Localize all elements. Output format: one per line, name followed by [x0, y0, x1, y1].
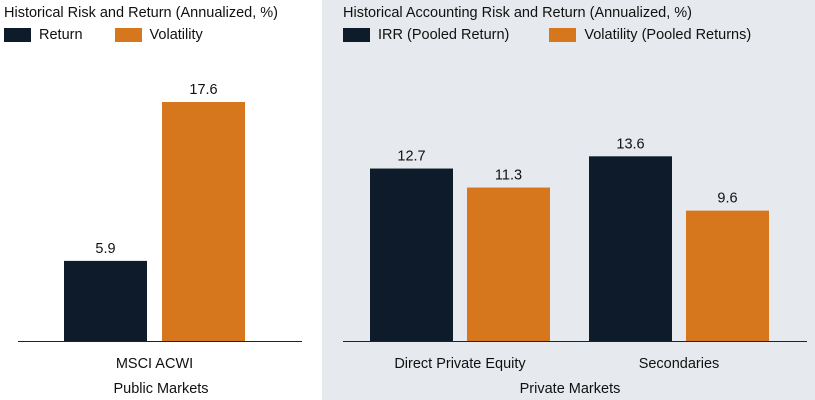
group-label: Public Markets: [113, 381, 208, 397]
legend-item-irr: IRR (Pooled Return): [343, 27, 509, 43]
bar: [64, 260, 147, 341]
legend-label-volatility: Volatility (Pooled Returns): [584, 27, 752, 43]
legend-swatch-volatility: [549, 28, 577, 42]
bar: [162, 102, 245, 341]
legend-item-volatility: Volatility: [114, 27, 203, 43]
legend-item-volatility: Volatility (Pooled Returns): [549, 27, 751, 43]
bar: [467, 187, 550, 341]
category-label: Direct Private Equity: [394, 356, 526, 372]
data-label: 9.6: [717, 191, 737, 207]
legend-item-return: Return: [4, 27, 83, 43]
legend: IRR (Pooled Return) Volatility (Pooled R…: [343, 27, 751, 43]
legend-swatch-volatility: [114, 28, 142, 42]
group-label: Private Markets: [520, 381, 621, 397]
private-markets-plot: 12.7 11.3 Direct Private Equity 13.6 9.6 Seco…: [343, 136, 807, 397]
data-label: 11.3: [495, 168, 522, 184]
chart-title: Historical Risk and Return (Annualized, …: [4, 5, 278, 21]
public-markets-panel: Historical Risk and Return (Annualized, …: [0, 0, 322, 400]
legend-swatch-irr: [343, 28, 370, 42]
data-label: 12.7: [397, 149, 425, 165]
data-label: 5.9: [95, 241, 115, 257]
bar: [370, 168, 453, 341]
legend-label-irr: IRR (Pooled Return): [378, 27, 510, 43]
legend-swatch-return: [4, 28, 31, 42]
private-markets-panel: Historical Accounting Risk and Return (A…: [322, 0, 815, 400]
bar: [589, 156, 672, 341]
public-markets-plot: 5.9 17.6 MSCI ACWI Public Markets: [18, 82, 302, 397]
legend-label-return: Return: [39, 27, 83, 43]
chart-title: Historical Accounting Risk and Return (A…: [343, 5, 692, 21]
bar: [686, 210, 769, 341]
legend: Return Volatility: [4, 27, 203, 43]
legend-label-volatility: Volatility: [149, 27, 203, 43]
category-label: MSCI ACWI: [116, 356, 193, 372]
data-label: 13.6: [616, 136, 644, 152]
data-label: 17.6: [189, 82, 217, 98]
category-label: Secondaries: [639, 356, 720, 372]
